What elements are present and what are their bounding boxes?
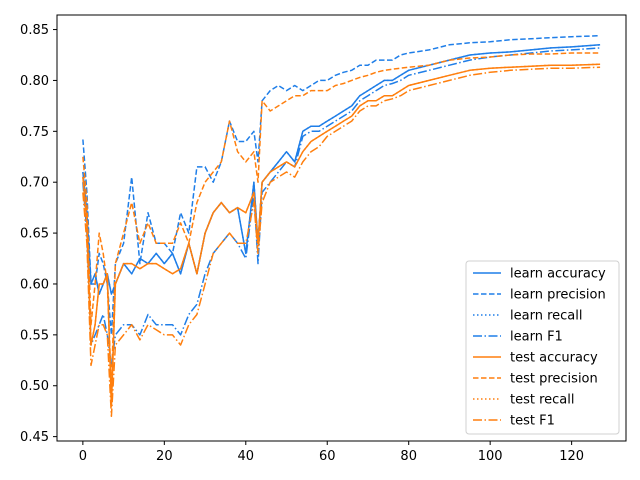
series-line-3 [82,44,601,295]
x-tick-label: 100 [478,449,503,464]
legend-label: learn F1 [510,330,563,345]
x-tick-label: 80 [400,449,417,464]
x-tick-label: 120 [559,449,584,464]
y-tick-label: 0.50 [20,379,49,394]
x-tick-label: 0 [79,449,87,464]
legend-label: test recall [510,393,575,408]
plot-frame [56,14,627,442]
legend-label: learn precision [510,288,606,303]
series-layer [82,34,601,418]
y-tick-label: 0.60 [20,277,49,292]
series-line-2 [82,34,601,336]
y-axis: 0.45 0.50 0.55 0.60 0.65 0.70 0.75 0.80 0.85 [20,23,57,445]
series-line-8 [82,66,601,418]
y-tick-label: 0.85 [20,23,49,38]
legend-label: test precision [510,372,598,387]
legend-label: test F1 [510,414,555,429]
x-tick-label: 20 [156,449,173,464]
y-tick-label: 0.65 [20,227,49,242]
y-tick-label: 0.45 [20,430,49,445]
y-tick-label: 0.80 [20,74,49,89]
legend-box [465,260,620,435]
legend-label: learn accuracy [510,267,606,282]
x-axis: 0 20 40 60 80 100 120 [79,441,584,464]
legend-label: learn recall [510,309,582,324]
y-tick-label: 0.75 [20,125,49,140]
x-tick-label: 60 [319,449,336,464]
series-line-7 [82,63,601,407]
y-tick-label: 0.70 [20,176,49,191]
legend-label: test accuracy [510,351,598,366]
y-tick-label: 0.55 [20,328,49,343]
legend: learn accuracy learn precision learn recal… [465,260,620,435]
x-tick-label: 40 [238,449,255,464]
